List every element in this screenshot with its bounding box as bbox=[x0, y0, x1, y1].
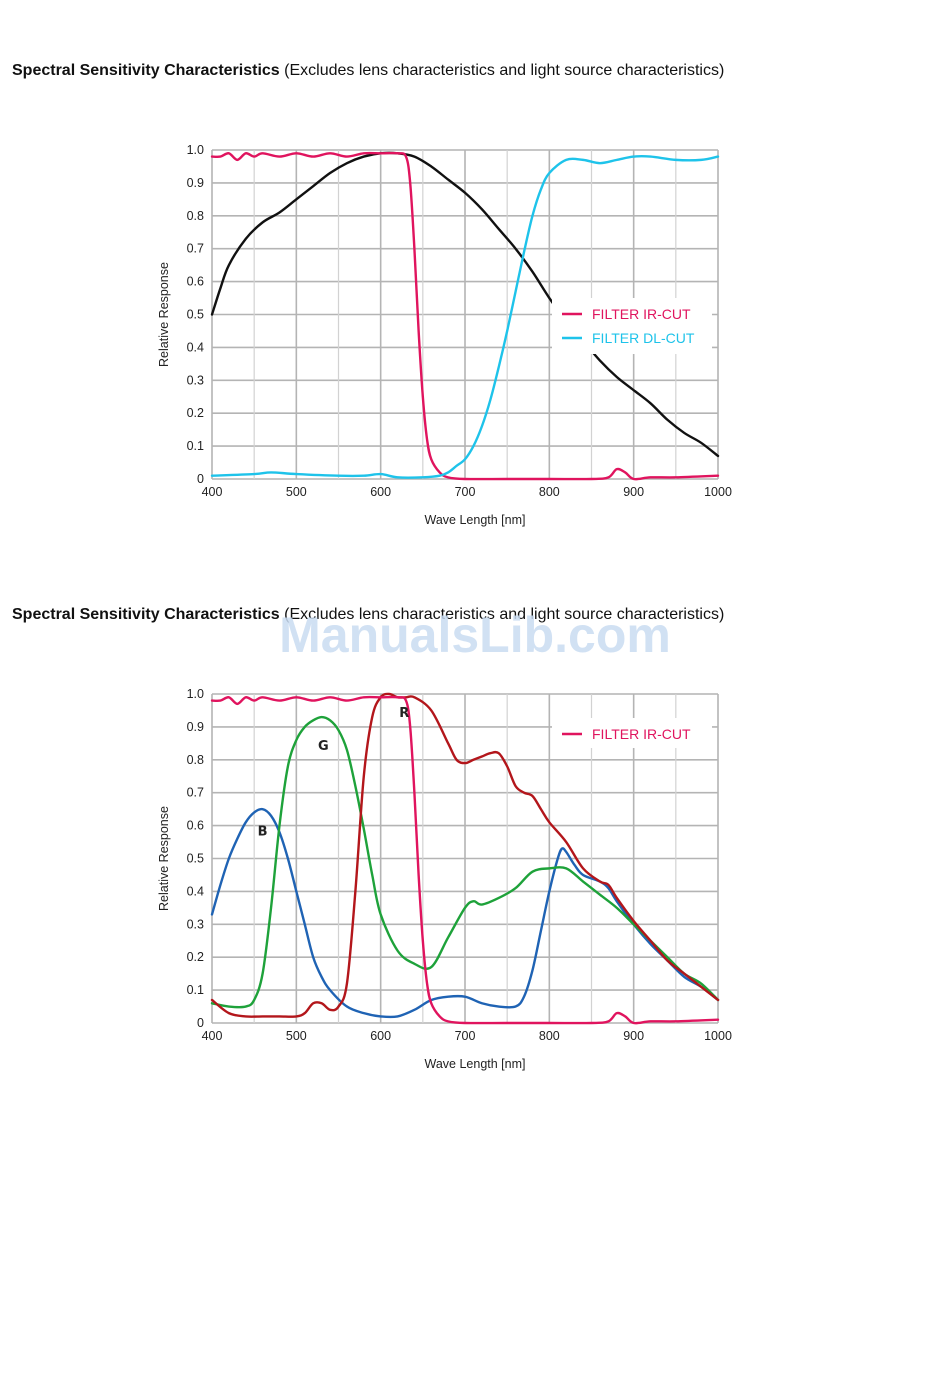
y-tick-label: 0.6 bbox=[187, 275, 204, 289]
curve-label-g: G bbox=[318, 739, 329, 754]
x-tick-label: 600 bbox=[370, 1029, 391, 1043]
x-tick-label: 700 bbox=[455, 485, 476, 499]
heading-bold: Spectral Sensitivity Characteristics bbox=[12, 62, 280, 79]
legend-entry: FILTER IR-CUT bbox=[592, 306, 691, 322]
section-heading-1: Spectral Sensitivity Characteristics (Ex… bbox=[12, 62, 724, 80]
y-tick-label: 0.2 bbox=[187, 950, 204, 964]
heading-rest: (Excludes lens characteristics and light… bbox=[279, 606, 725, 623]
series-line-b bbox=[210, 807, 720, 1019]
series-line-filter-ir-cut bbox=[210, 151, 720, 481]
y-tick-label: 0.3 bbox=[187, 917, 204, 931]
series-line-sensor bbox=[210, 151, 720, 458]
x-axis-label: Wave Length [nm] bbox=[425, 1057, 526, 1071]
y-tick-label: 1.0 bbox=[187, 687, 204, 701]
heading-rest: (Excludes lens characteristics and light… bbox=[279, 62, 725, 79]
y-axis-label: Relative Response bbox=[157, 806, 171, 911]
y-tick-label: 0.7 bbox=[187, 242, 204, 256]
y-tick-label: 0 bbox=[197, 472, 204, 486]
y-tick-label: 0.9 bbox=[187, 176, 204, 190]
y-axis-label: Relative Response bbox=[157, 262, 171, 367]
section-heading-2: Spectral Sensitivity Characteristics (Ex… bbox=[12, 606, 724, 624]
y-tick-label: 0 bbox=[197, 1016, 204, 1030]
curve-label-b: B bbox=[258, 824, 268, 839]
x-axis-label: Wave Length [nm] bbox=[425, 513, 526, 527]
y-tick-label: 1.0 bbox=[187, 143, 204, 157]
x-tick-label: 900 bbox=[623, 1029, 644, 1043]
y-tick-label: 0.9 bbox=[187, 720, 204, 734]
y-tick-label: 0.5 bbox=[187, 852, 204, 866]
y-tick-label: 0.1 bbox=[187, 983, 204, 997]
series-line-r bbox=[210, 692, 720, 1018]
x-tick-label: 400 bbox=[202, 1029, 223, 1043]
spectral-chart-1: 0 0.1 0.2 0.3 0.4 0.5 0.6 0.7 0.8 0.9 1.0 400 500 600… bbox=[157, 143, 732, 527]
series-line-g bbox=[210, 715, 720, 1009]
curve-label-r: R bbox=[399, 706, 409, 721]
y-tick-label: 0.4 bbox=[187, 340, 204, 354]
x-tick-label: 800 bbox=[539, 1029, 560, 1043]
y-tick-label: 0.6 bbox=[187, 819, 204, 833]
x-tick-label: 700 bbox=[455, 1029, 476, 1043]
y-tick-label: 0.3 bbox=[187, 373, 204, 387]
heading-bold: Spectral Sensitivity Characteristics bbox=[12, 606, 280, 623]
x-tick-label: 400 bbox=[202, 485, 223, 499]
legend-entry: FILTER DL-CUT bbox=[592, 330, 695, 346]
x-tick-label: 800 bbox=[539, 485, 560, 499]
spectral-chart-2: 0 0.1 0.2 0.3 0.4 0.5 0.6 0.7 0.8 0.9 1.0 400 500 600… bbox=[157, 687, 732, 1071]
legend-box bbox=[552, 298, 712, 354]
x-tick-label: 900 bbox=[623, 485, 644, 499]
legend-entry: FILTER IR-CUT bbox=[592, 726, 691, 742]
y-tick-label: 0.4 bbox=[187, 884, 204, 898]
series-line-filter-ir-cut bbox=[210, 695, 720, 1025]
x-tick-label: 600 bbox=[370, 485, 391, 499]
y-tick-label: 0.8 bbox=[187, 209, 204, 223]
x-tick-label: 500 bbox=[286, 1029, 307, 1043]
y-tick-label: 0.1 bbox=[187, 439, 204, 453]
y-tick-label: 0.5 bbox=[187, 308, 204, 322]
x-tick-label: 1000 bbox=[704, 1029, 732, 1043]
x-tick-label: 1000 bbox=[704, 485, 732, 499]
series-line-filter-dl-cut bbox=[210, 154, 720, 479]
x-tick-label: 500 bbox=[286, 485, 307, 499]
y-tick-label: 0.7 bbox=[187, 786, 204, 800]
y-tick-label: 0.2 bbox=[187, 406, 204, 420]
y-tick-label: 0.8 bbox=[187, 753, 204, 767]
